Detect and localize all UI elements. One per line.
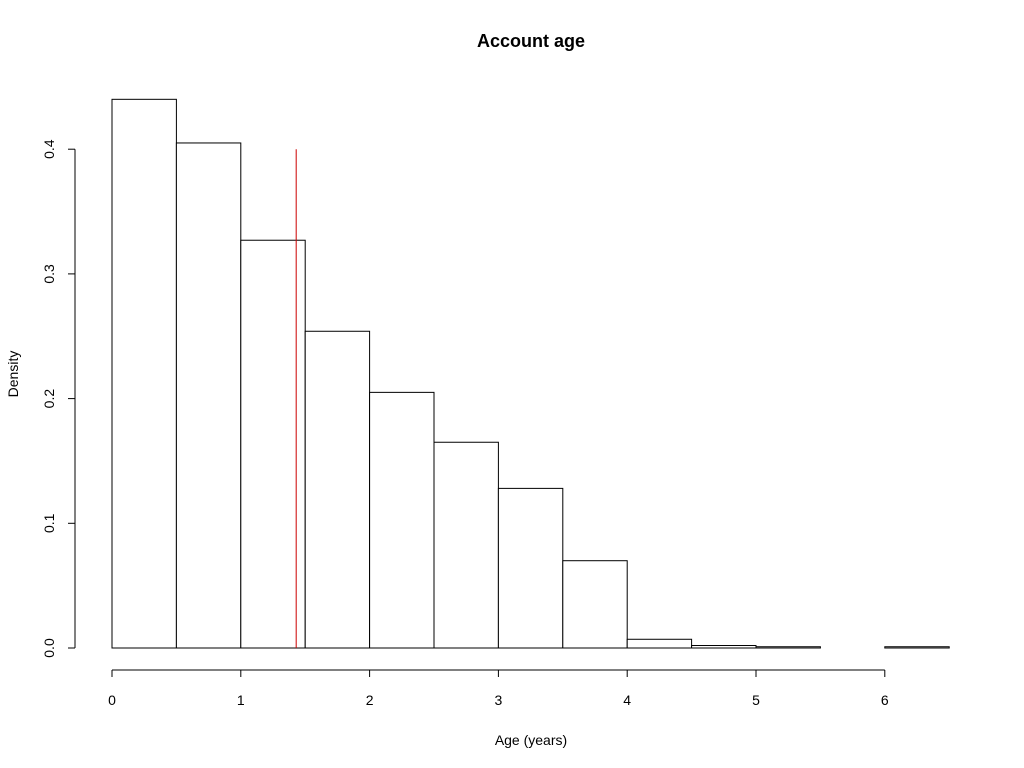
y-tick-label-4: 0.4 bbox=[41, 139, 57, 159]
x-tick-label-5: 5 bbox=[752, 692, 760, 708]
histogram-bar-7 bbox=[562, 560, 628, 649]
histogram-bar-5 bbox=[433, 441, 499, 649]
histogram-bar-12 bbox=[884, 646, 950, 649]
y-axis-label: Density bbox=[5, 351, 21, 398]
histogram-bar-8 bbox=[626, 638, 693, 649]
histogram-bars bbox=[111, 98, 950, 649]
histogram-bar-6 bbox=[497, 487, 564, 649]
x-tick-label-0: 0 bbox=[108, 692, 116, 708]
x-tick-label-4: 4 bbox=[623, 692, 631, 708]
x-axis-label: Age (years) bbox=[495, 732, 567, 748]
histogram-bar-1 bbox=[175, 142, 242, 649]
y-tick-label-2: 0.2 bbox=[41, 389, 57, 409]
y-tick-label-0: 0.0 bbox=[41, 638, 57, 658]
histogram-bar-0 bbox=[111, 98, 177, 649]
y-tick-label-1: 0.1 bbox=[41, 513, 57, 533]
y-tick-label-3: 0.3 bbox=[41, 264, 57, 284]
histogram-bar-4 bbox=[369, 391, 435, 649]
histogram-bar-10 bbox=[755, 646, 821, 649]
y-axis: 0.0 0.1 0.2 0.3 0.4 bbox=[41, 139, 76, 658]
histogram-bar-3 bbox=[304, 330, 371, 649]
chart-title: Account age bbox=[477, 31, 585, 51]
x-tick-label-6: 6 bbox=[881, 692, 889, 708]
x-tick-label-1: 1 bbox=[237, 692, 245, 708]
histogram-bar-2 bbox=[240, 239, 306, 649]
x-axis: 0 1 2 3 4 5 6 bbox=[108, 669, 889, 708]
x-tick-label-3: 3 bbox=[495, 692, 503, 708]
histogram-bar-9 bbox=[691, 645, 757, 649]
x-tick-label-2: 2 bbox=[366, 692, 374, 708]
